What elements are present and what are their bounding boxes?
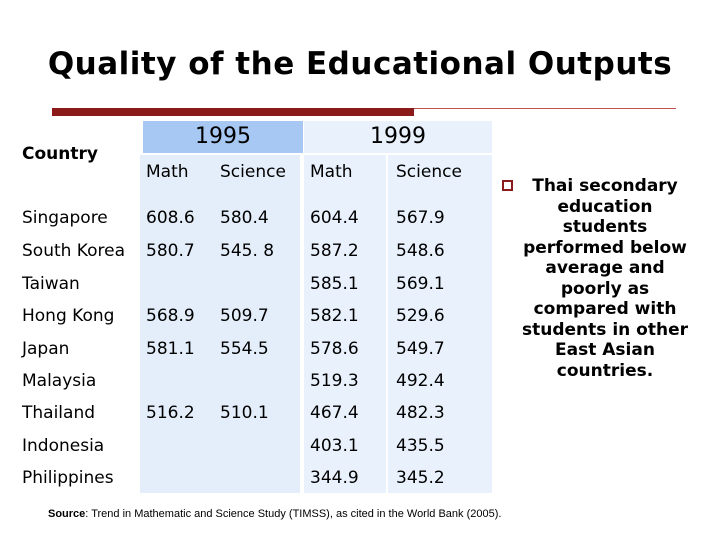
row-label-country: Indonesia bbox=[22, 436, 105, 456]
cell-math-1999: 403.1 bbox=[310, 436, 359, 456]
cell-math-1999: 582.1 bbox=[310, 306, 359, 326]
year-header-1995: 1995 bbox=[143, 121, 303, 153]
cell-math-1999: 467.4 bbox=[310, 403, 359, 423]
row-label-country: Philippines bbox=[22, 468, 114, 488]
source-label: Source bbox=[48, 508, 86, 520]
subject-header-math-1999: Math bbox=[310, 162, 353, 182]
slide-title: Quality of the Educational Outputs bbox=[47, 46, 673, 82]
cell-math-1995: 608.6 bbox=[146, 208, 195, 228]
cell-science-1995: 554.5 bbox=[220, 339, 269, 359]
subject-header-math-1995: Math bbox=[146, 162, 189, 182]
cell-science-1999: 549.7 bbox=[396, 339, 445, 359]
source-text: : Trend in Mathematic and Science Study … bbox=[85, 508, 502, 520]
title-divider-thick bbox=[52, 108, 414, 116]
bullet-square-icon bbox=[502, 180, 513, 191]
row-label-country: Taiwan bbox=[22, 274, 80, 294]
row-label-country: Singapore bbox=[22, 208, 108, 228]
cell-science-1995: 510.1 bbox=[220, 403, 269, 423]
column-band-science-1995 bbox=[212, 155, 300, 493]
row-label-country: South Korea bbox=[22, 241, 126, 261]
row-label-country: Malaysia bbox=[22, 371, 97, 391]
cell-math-1995: 516.2 bbox=[146, 403, 195, 423]
cell-math-1995: 568.9 bbox=[146, 306, 195, 326]
source-citation: Source: Trend in Mathematic and Science … bbox=[48, 508, 501, 520]
row-label-country: Hong Kong bbox=[22, 306, 115, 326]
row-label-country: Japan bbox=[22, 339, 70, 359]
column-band-math-1995 bbox=[140, 155, 212, 493]
cell-math-1995: 581.1 bbox=[146, 339, 195, 359]
cell-science-1999: 435.5 bbox=[396, 436, 445, 456]
country-column-header: Country bbox=[22, 144, 98, 164]
cell-science-1999: 345.2 bbox=[396, 468, 445, 488]
cell-science-1995: 580.4 bbox=[220, 208, 269, 228]
cell-science-1999: 529.6 bbox=[396, 306, 445, 326]
cell-math-1999: 587.2 bbox=[310, 241, 359, 261]
cell-science-1999: 548.6 bbox=[396, 241, 445, 261]
cell-math-1995: 580.7 bbox=[146, 241, 195, 261]
cell-math-1999: 519.3 bbox=[310, 371, 359, 391]
cell-science-1999: 492.4 bbox=[396, 371, 445, 391]
cell-math-1999: 604.4 bbox=[310, 208, 359, 228]
cell-science-1999: 567.9 bbox=[396, 208, 445, 228]
year-header-1999: 1999 bbox=[304, 121, 492, 153]
cell-math-1999: 578.6 bbox=[310, 339, 359, 359]
subject-header-science-1995: Science bbox=[220, 162, 286, 182]
cell-science-1999: 569.1 bbox=[396, 274, 445, 294]
cell-science-1999: 482.3 bbox=[396, 403, 445, 423]
subject-header-science-1999: Science bbox=[396, 162, 462, 182]
cell-math-1999: 585.1 bbox=[310, 274, 359, 294]
column-band-math-1999 bbox=[304, 155, 386, 493]
cell-math-1999: 344.9 bbox=[310, 468, 359, 488]
row-label-country: Thailand bbox=[22, 403, 96, 423]
note-text: Thai secondary education students perfor… bbox=[522, 176, 688, 381]
column-band-science-1999 bbox=[388, 155, 492, 493]
cell-science-1995: 545. 8 bbox=[220, 241, 275, 261]
cell-science-1995: 509.7 bbox=[220, 306, 269, 326]
